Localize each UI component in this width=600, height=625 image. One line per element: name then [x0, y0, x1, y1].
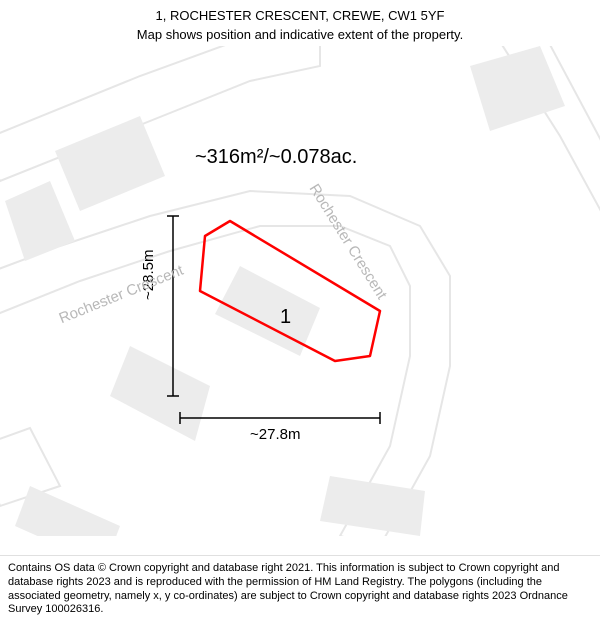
map-svg	[0, 46, 600, 536]
copyright-footer: Contains OS data © Crown copyright and d…	[0, 555, 600, 625]
plot-number: 1	[280, 306, 291, 329]
page-title: 1, ROCHESTER CRESCENT, CREWE, CW1 5YF	[0, 0, 600, 27]
page-subtitle: Map shows position and indicative extent…	[0, 27, 600, 46]
width-dimension: ~27.8m	[250, 426, 300, 443]
area-label: ~316m²/~0.078ac.	[195, 146, 357, 169]
map-container: ~316m²/~0.078ac. ~28.5m ~27.8m Rochester…	[0, 46, 600, 536]
